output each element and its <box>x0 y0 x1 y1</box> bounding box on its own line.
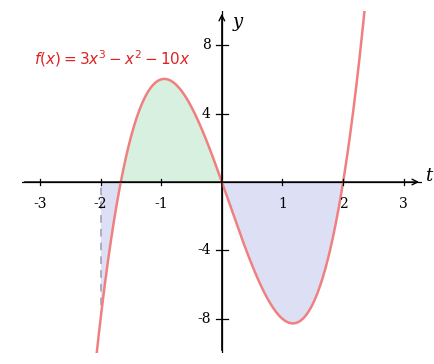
Text: -4: -4 <box>197 244 210 257</box>
Text: -8: -8 <box>197 312 210 326</box>
Text: 4: 4 <box>202 107 210 120</box>
Text: 2: 2 <box>338 197 347 211</box>
Text: 1: 1 <box>277 197 286 211</box>
Text: -1: -1 <box>154 197 168 211</box>
Text: 3: 3 <box>398 197 407 211</box>
Text: 8: 8 <box>202 38 210 52</box>
Text: -3: -3 <box>33 197 46 211</box>
Text: y: y <box>232 13 242 32</box>
Text: -2: -2 <box>94 197 107 211</box>
Text: t: t <box>424 167 431 185</box>
Text: $f(x) = 3x^3 - x^2 - 10x$: $f(x) = 3x^3 - x^2 - 10x$ <box>34 48 190 69</box>
